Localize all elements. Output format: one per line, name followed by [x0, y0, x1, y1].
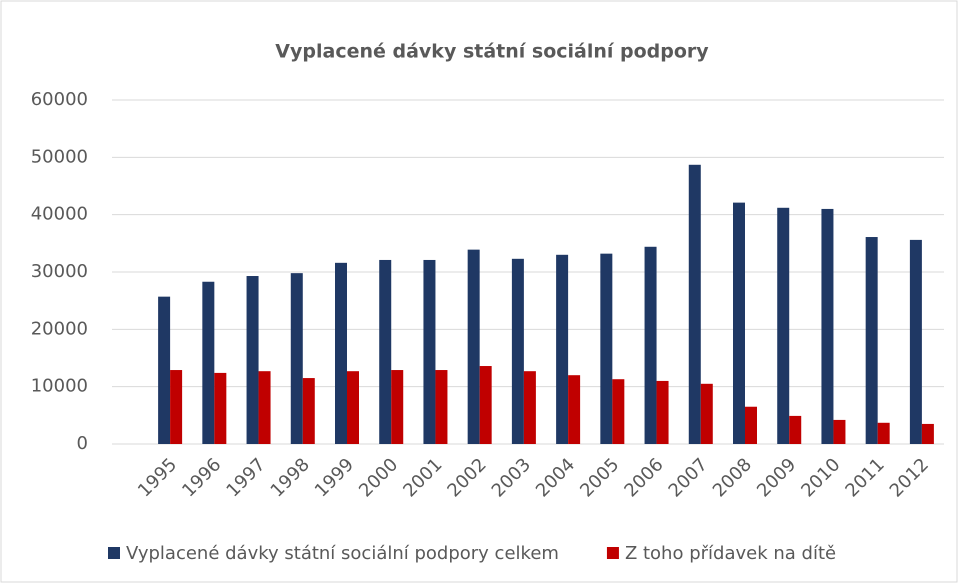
- bar: [391, 370, 404, 444]
- bar: [479, 366, 492, 444]
- bar: [158, 296, 171, 444]
- y-tick-label: 20000: [31, 318, 88, 339]
- bar: [423, 259, 436, 444]
- bar: [821, 208, 834, 444]
- bar: [435, 370, 448, 444]
- bar: [688, 164, 701, 444]
- legend-swatch: [108, 547, 120, 559]
- bar: [511, 258, 524, 444]
- bar: [214, 372, 227, 444]
- chart-title: Vyplacené dávky státní sociální podpory: [275, 41, 709, 63]
- bar: [246, 276, 259, 444]
- bar: [656, 380, 669, 444]
- y-tick-label: 30000: [31, 261, 88, 282]
- bar: [833, 419, 846, 444]
- y-tick-label: 0: [77, 433, 88, 454]
- bar: [733, 202, 745, 444]
- bar: [745, 406, 757, 444]
- legend-label: Z toho přídavek na dítě: [625, 543, 836, 564]
- bar: [202, 281, 215, 444]
- bar: [568, 375, 581, 444]
- bar: [777, 207, 790, 444]
- bar: [921, 423, 934, 444]
- bar: [523, 371, 536, 444]
- bar: [467, 249, 480, 444]
- bar: [556, 254, 569, 444]
- bar: [644, 246, 657, 444]
- bar: [877, 422, 890, 444]
- bar: [379, 259, 392, 444]
- bar: [700, 383, 713, 444]
- bar: [290, 273, 303, 444]
- bar: [789, 415, 802, 444]
- bar: [258, 371, 271, 444]
- bar: [347, 371, 359, 444]
- bar: [170, 370, 183, 444]
- legend-swatch: [606, 547, 619, 559]
- y-tick-label: 50000: [31, 146, 88, 167]
- bar: [600, 253, 613, 444]
- bar: [865, 237, 878, 444]
- legend-label: Vyplacené dávky státní sociální podpory …: [126, 543, 559, 564]
- bar: [909, 239, 922, 444]
- y-tick-label: 40000: [31, 204, 88, 225]
- y-tick-label: 10000: [31, 376, 88, 397]
- bar: [302, 378, 315, 444]
- bar: [612, 379, 625, 444]
- y-tick-label: 60000: [31, 89, 88, 110]
- bar: [335, 262, 347, 444]
